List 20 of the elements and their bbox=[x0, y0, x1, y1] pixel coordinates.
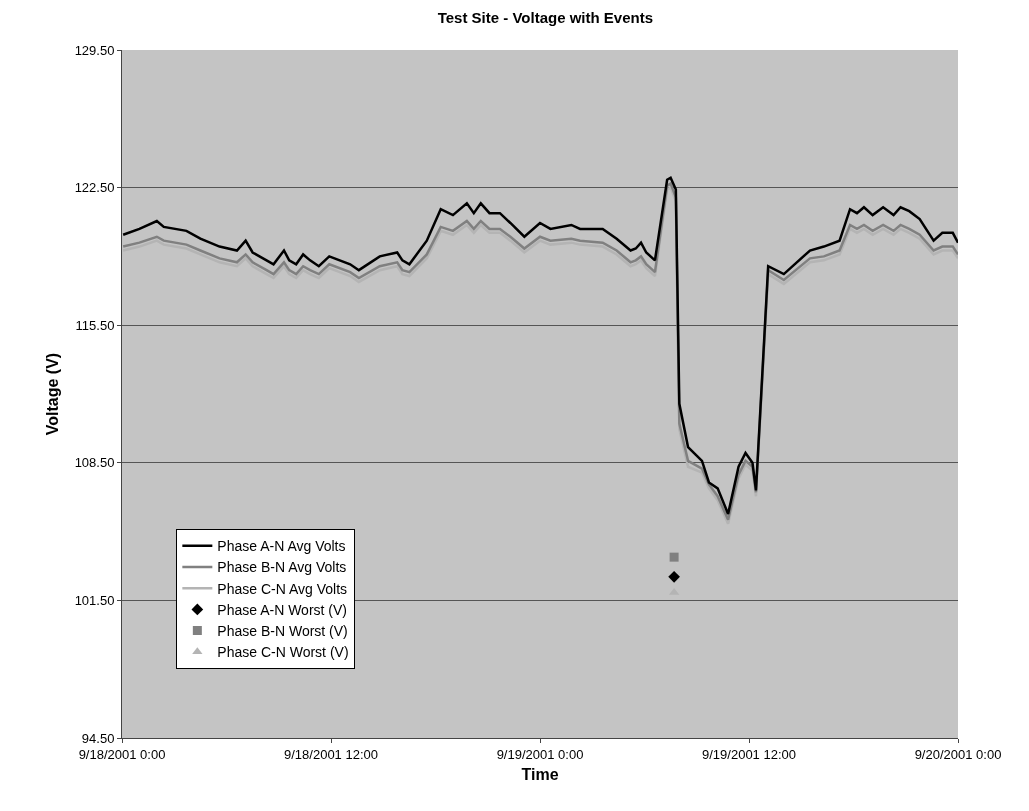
legend-label: Phase A-N Worst (V) bbox=[217, 601, 348, 618]
legend-label: Phase C-N Avg Volts bbox=[217, 580, 348, 597]
legend-label: Phase B-N Avg Volts bbox=[217, 559, 347, 576]
x-tick-label: 9/20/2001 0:00 bbox=[914, 746, 1002, 762]
y-tick-label: 129.50 bbox=[74, 42, 115, 58]
legend-label: Phase A-N Avg Volts bbox=[217, 538, 346, 555]
y-tick-label: 101.50 bbox=[74, 592, 115, 608]
chart-title: Test Site - Voltage with Events bbox=[437, 8, 654, 26]
y-tick-label: 122.50 bbox=[74, 180, 115, 196]
y-tick-label: 108.50 bbox=[74, 455, 115, 471]
y-tick-label: 94.50 bbox=[81, 730, 115, 746]
x-tick-label: 9/18/2001 12:00 bbox=[284, 746, 378, 762]
x-tick-label: 9/18/2001 0:00 bbox=[78, 746, 166, 762]
x-tick-label: 9/19/2001 0:00 bbox=[496, 746, 584, 762]
legend-label: Phase C-N Worst (V) bbox=[217, 644, 349, 661]
y-axis-title: Voltage (V) bbox=[43, 352, 61, 436]
legend-label: Phase B-N Worst (V) bbox=[217, 623, 348, 640]
x-axis-title: Time bbox=[521, 766, 559, 784]
x-tick-label: 9/19/2001 12:00 bbox=[702, 746, 796, 762]
y-tick-label: 115.50 bbox=[75, 317, 115, 333]
